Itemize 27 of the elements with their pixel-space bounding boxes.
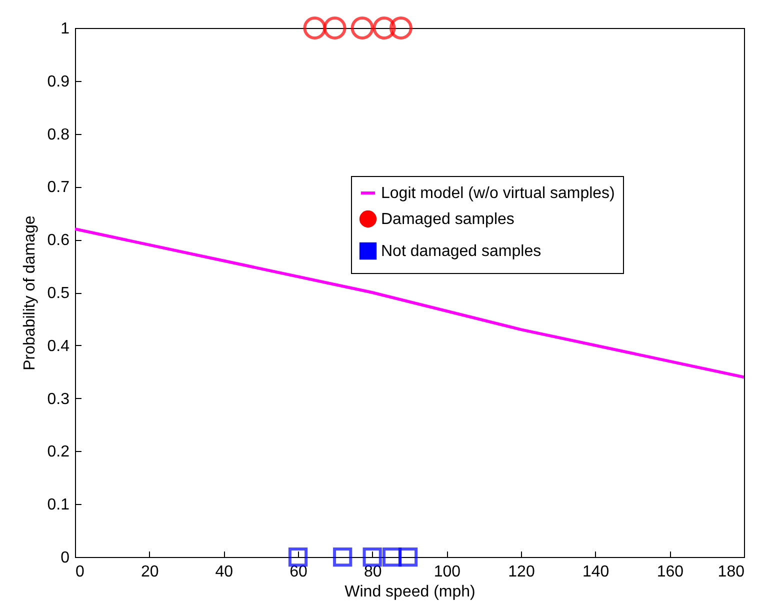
x-axis-title: Wind speed (mph) xyxy=(344,584,476,600)
x-tick-label: 0 xyxy=(76,564,84,580)
x-tick-label: 180 xyxy=(718,564,745,580)
y-tick-label: 0.4 xyxy=(47,338,70,355)
x-tick-label: 80 xyxy=(364,564,382,580)
x-tick-label: 140 xyxy=(582,564,610,580)
line-series xyxy=(75,228,744,379)
x-tick-label: 20 xyxy=(140,564,159,580)
x-tick-label: 100 xyxy=(434,564,461,580)
y-tick-label: 0.1 xyxy=(47,496,70,514)
legend-label: Damaged samples xyxy=(381,211,514,228)
y-axis-title: Probability of damage xyxy=(21,216,38,370)
y-tick-label: 0.7 xyxy=(47,179,70,196)
legend-label: Not damaged samples xyxy=(381,243,542,260)
y-tick-label: 0.2 xyxy=(47,444,70,461)
legend-label: Logit model (w/o virtual samples) xyxy=(381,185,615,202)
x-tick-label: 60 xyxy=(290,564,308,580)
x-tick-label: 40 xyxy=(215,564,234,580)
y-tick-label: 0.3 xyxy=(47,390,70,408)
y-tick-label: 0.5 xyxy=(47,285,70,302)
y-tick-label: 1 xyxy=(60,20,70,38)
y-tick-label: 0.9 xyxy=(47,73,70,90)
x-tick-label: 120 xyxy=(508,564,535,580)
y-tick-label: 0.8 xyxy=(47,126,70,144)
x-tick-label: 160 xyxy=(656,564,684,580)
y-tick-label: 0 xyxy=(60,550,70,566)
y-tick-label: 0.6 xyxy=(47,232,70,250)
